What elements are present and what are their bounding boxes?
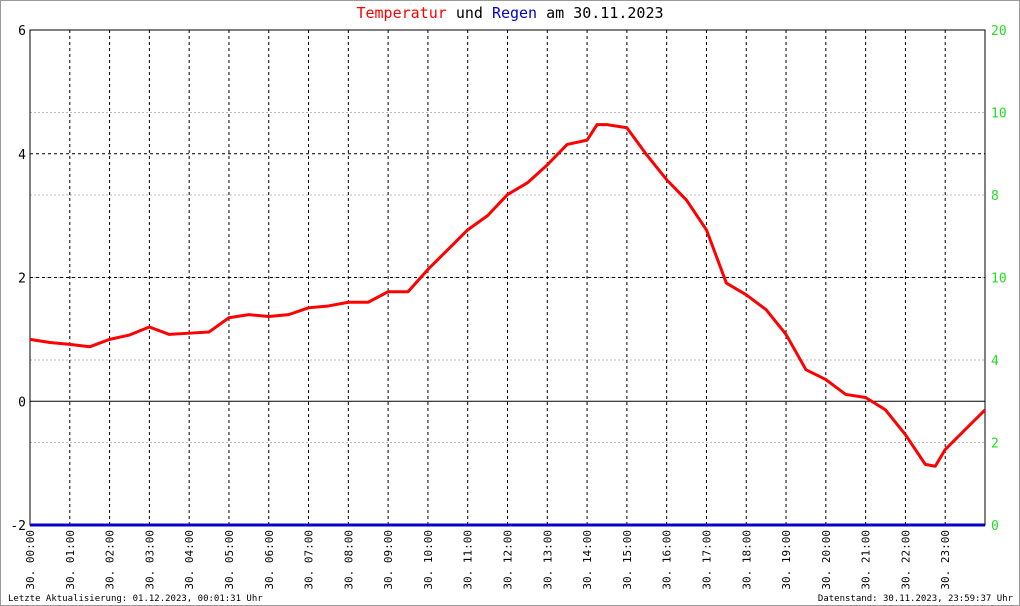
x-tick-label: 30. 11:00 bbox=[462, 530, 475, 590]
chart-title: Temperatur und Regen am 30.11.2023 bbox=[356, 4, 663, 22]
y2-tick-label: 10 bbox=[991, 107, 1007, 122]
x-tick-label: 30. 15:00 bbox=[621, 530, 634, 590]
x-tick-label: 30. 09:00 bbox=[382, 530, 395, 590]
x-tick-label: 30. 03:00 bbox=[143, 530, 156, 590]
x-tick-label: 30. 07:00 bbox=[303, 530, 316, 590]
x-tick-label: 30. 08:00 bbox=[342, 530, 355, 590]
y-tick-label: 4 bbox=[18, 148, 26, 163]
title-temperature: Temperatur bbox=[356, 4, 446, 22]
y-tick-label: 6 bbox=[18, 24, 26, 39]
series-line bbox=[29, 123, 987, 468]
x-tick-label: 30. 21:00 bbox=[860, 530, 873, 590]
y-tick-label: -2 bbox=[10, 519, 26, 534]
y2-tick-label: 0 bbox=[991, 519, 999, 534]
x-tick-label: 30. 23:00 bbox=[939, 530, 952, 590]
y-tick-label: 0 bbox=[18, 395, 26, 410]
y2-tick-label: 8 bbox=[991, 189, 999, 204]
x-tick-label: 30. 05:00 bbox=[223, 530, 236, 590]
x-tick-label: 30. 19:00 bbox=[780, 530, 793, 590]
footer-left: Letzte Aktualisierung: 01.12.2023, 00:01… bbox=[8, 594, 263, 604]
y2-tick-label: 10 bbox=[991, 272, 1007, 287]
x-tick-label: 30. 06:00 bbox=[263, 530, 276, 590]
x-tick-label: 30. 17:00 bbox=[700, 530, 713, 590]
title-connector: und bbox=[456, 4, 483, 22]
x-tick-label: 30. 22:00 bbox=[899, 530, 912, 590]
x-tick-label: 30. 18:00 bbox=[740, 530, 753, 590]
y2-tick-label: 2 bbox=[991, 437, 999, 452]
x-tick-label: 30. 02:00 bbox=[104, 530, 117, 590]
title-date: am 30.11.2023 bbox=[546, 4, 663, 22]
y-tick-label: 2 bbox=[18, 272, 26, 287]
title-rain: Regen bbox=[492, 4, 537, 22]
x-tick-label: 30. 13:00 bbox=[541, 530, 554, 590]
x-tick-label: 30. 00:00 bbox=[24, 530, 37, 590]
x-tick-label: 30. 10:00 bbox=[422, 530, 435, 590]
y2-tick-label: 4 bbox=[991, 354, 999, 369]
x-tick-label: 30. 01:00 bbox=[64, 530, 77, 590]
x-tick-label: 30. 16:00 bbox=[661, 530, 674, 590]
y2-tick-label: 20 bbox=[991, 24, 1007, 39]
x-tick-label: 30. 04:00 bbox=[183, 530, 196, 590]
footer-right: Datenstand: 30.11.2023, 23:59:37 Uhr bbox=[818, 594, 1014, 604]
x-tick-label: 30. 20:00 bbox=[820, 530, 833, 590]
x-tick-label: 30. 14:00 bbox=[581, 530, 594, 590]
x-tick-label: 30. 12:00 bbox=[502, 530, 515, 590]
